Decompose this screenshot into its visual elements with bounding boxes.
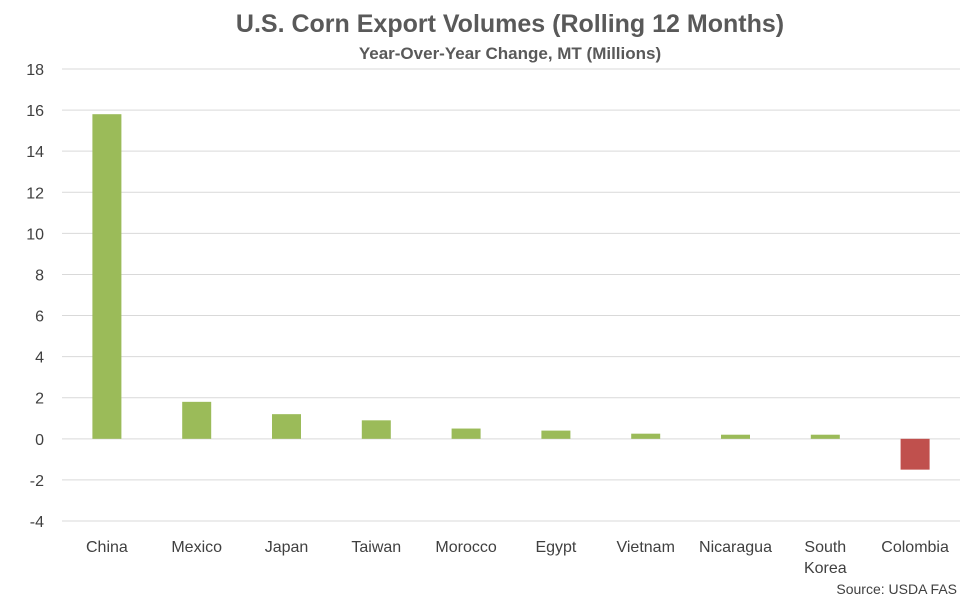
y-tick-label: 12	[26, 185, 44, 202]
y-tick-label: 16	[26, 103, 44, 120]
x-tick-label: China	[86, 539, 128, 556]
y-axis-tick-labels: -4 -2 0 2 4 6 8 10 12 14 16 18	[26, 62, 44, 531]
chart-title: U.S. Corn Export Volumes (Rolling 12 Mon…	[236, 10, 784, 38]
bar-japan	[272, 414, 301, 439]
y-tick-label: 2	[35, 391, 44, 408]
x-tick-label: Vietnam	[616, 539, 674, 556]
y-tick-label: 8	[35, 267, 44, 284]
bars	[92, 114, 930, 470]
y-tick-label: 10	[26, 226, 44, 243]
y-tick-label: 14	[26, 144, 44, 161]
x-tick-label: Japan	[265, 539, 309, 556]
source-note: Source: USDA FAS	[836, 581, 957, 597]
bar-south-korea	[810, 434, 840, 439]
y-tick-label: 4	[35, 350, 44, 367]
chart-subtitle: Year-Over-Year Change, MT (Millions)	[359, 44, 661, 63]
bar-taiwan	[361, 420, 391, 439]
x-tick-label: South Korea	[804, 539, 847, 577]
x-tick-label: Mexico	[171, 539, 222, 556]
x-tick-label: Nicaragua	[699, 539, 772, 556]
x-tick-label: Taiwan	[351, 539, 401, 556]
bar-vietnam	[631, 433, 661, 439]
y-tick-label: 6	[35, 309, 44, 326]
bar-china	[92, 114, 122, 439]
bar-colombia	[900, 438, 930, 470]
bar-nicaragua	[721, 434, 750, 439]
x-axis-tick-labels: China Mexico Japan Taiwan Morocco Egypt Vietna…	[86, 539, 949, 577]
bar-egypt	[541, 430, 571, 439]
bar-morocco	[451, 428, 481, 439]
x-tick-label: Colombia	[881, 539, 949, 556]
y-tick-label: 0	[35, 432, 44, 449]
bar-mexico	[182, 401, 212, 439]
y-tick-label: -2	[30, 473, 44, 490]
y-tick-label: 18	[26, 62, 44, 79]
x-tick-label: Morocco	[435, 539, 496, 556]
y-tick-label: -4	[30, 514, 44, 531]
x-tick-label: Egypt	[535, 539, 576, 556]
gridlines	[62, 68, 960, 522]
